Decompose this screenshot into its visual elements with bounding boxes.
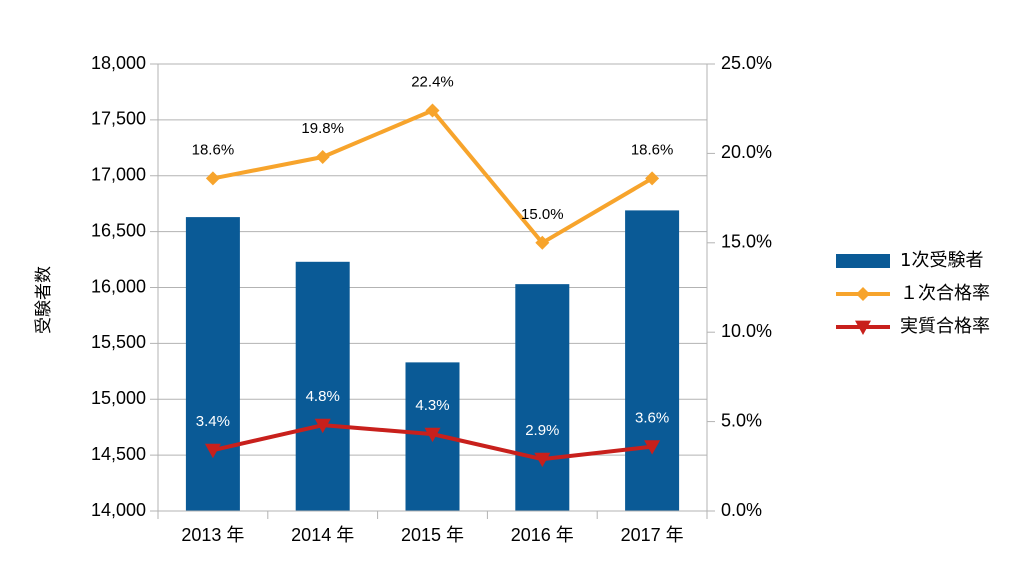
y2-tick-label: 5.0%	[721, 410, 762, 430]
bar	[295, 261, 350, 511]
data-label: 18.6%	[192, 141, 235, 158]
legend-label: 1次受験者	[900, 250, 983, 271]
bar-series-1	[185, 210, 680, 511]
point-triangle	[644, 440, 661, 455]
y-tick-label: 15,500	[91, 332, 146, 352]
y-tick-label: 16,500	[91, 220, 146, 240]
bar	[515, 284, 570, 511]
y2-tick-label: 15.0%	[721, 232, 772, 252]
y-tick-label: 18,000	[91, 53, 146, 73]
point-triangle	[534, 452, 551, 468]
y2-tick-label: 25.0%	[721, 53, 772, 73]
data-label: 18.6%	[631, 141, 674, 158]
y-tick-label: 15,000	[91, 388, 146, 408]
point-diamond	[535, 235, 550, 250]
series-line-1	[212, 108, 654, 245]
y-tick-label: 16,000	[91, 276, 146, 296]
data-label: 4.3%	[415, 397, 449, 414]
y-tick-label: 14,500	[91, 444, 146, 464]
y-axis-title: 受験者数	[34, 266, 54, 334]
x-tick-label: 2016 年	[511, 525, 574, 545]
legend-label: 実質合格率	[900, 316, 990, 337]
x-tick-label: 2013 年	[181, 525, 244, 545]
legend-label: １次合格率	[900, 283, 990, 304]
point-triangle	[204, 443, 221, 459]
data-label: 15.0%	[521, 206, 564, 223]
data-labels: 18.6% 19.8% 22.4% 15.0% 18.6% 3.4% 4.8% 4.3% 2.9…	[192, 73, 674, 439]
data-label: 4.8%	[306, 388, 340, 405]
point-diamond	[425, 103, 440, 118]
legend-marker	[856, 287, 870, 301]
point-diamond	[315, 149, 330, 164]
point-diamond	[645, 171, 660, 186]
legend-swatch-bar	[836, 254, 890, 268]
x-tick-label: 2015 年	[401, 525, 464, 545]
data-label: 22.4%	[411, 73, 454, 90]
data-label: 2.9%	[525, 422, 559, 439]
line-series	[204, 103, 661, 468]
x-tick-label: 2017 年	[621, 525, 684, 545]
y2-tick-label: 10.0%	[721, 321, 772, 341]
y2-tick-label: 0.0%	[721, 500, 762, 520]
point-triangle	[314, 418, 331, 434]
x-tick-label: 2014 年	[291, 525, 354, 545]
axes	[157, 64, 708, 519]
y-tick-label: 14,000	[91, 500, 146, 520]
y2-tick-label: 20.0%	[721, 142, 772, 162]
data-label: 3.6%	[635, 410, 669, 427]
point-triangle	[424, 427, 441, 443]
data-label: 3.4%	[196, 413, 230, 430]
y-tick-label: 17,000	[91, 165, 146, 185]
y-tick-label: 17,500	[91, 109, 146, 129]
legend-marker	[855, 320, 871, 335]
bar	[185, 217, 240, 511]
data-label: 19.8%	[301, 120, 344, 137]
bar	[625, 210, 680, 511]
tick-labels: 14,000 14,500 15,000 15,500 16,000 16,500 17,0…	[91, 53, 772, 545]
point-diamond	[205, 171, 220, 186]
